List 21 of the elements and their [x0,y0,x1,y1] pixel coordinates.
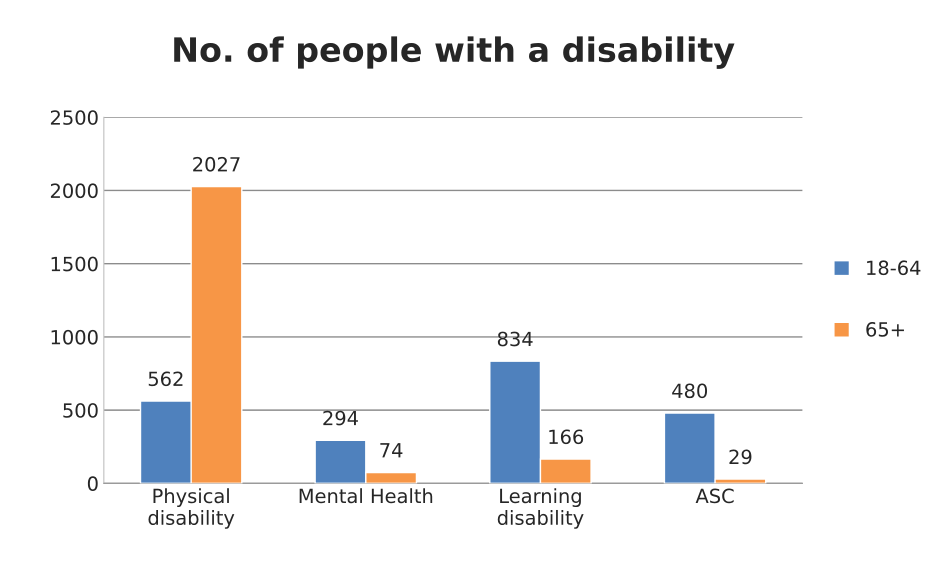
chart-title: No. of people with a disability [174,36,734,69]
y-tick-label: 0 [88,476,98,492]
data-label: 2027 [193,156,240,172]
y-tick-label: 500 [63,403,98,418]
data-label: 166 [549,429,584,444]
legend-label: 18-64 [867,260,920,276]
x-tick-label: Mental Health [300,488,432,504]
x-tick-label: Physical disability [148,488,234,529]
y-tick-label: 2500 [50,110,98,125]
y-tick-label: 1500 [52,256,98,272]
data-label: 834 [498,332,533,346]
data-label: 562 [148,371,182,386]
data-label: 29 [729,450,752,464]
data-label: 480 [672,383,708,398]
x-tick-label: Learning disability [498,488,584,529]
data-label: 74 [380,443,402,458]
y-tick-label: 1000 [52,330,98,345]
data-label: 294 [323,410,358,426]
y-tick-label: 2000 [50,183,98,198]
legend-label: 65+ [866,322,904,337]
x-tick-label: ASC [696,488,734,504]
